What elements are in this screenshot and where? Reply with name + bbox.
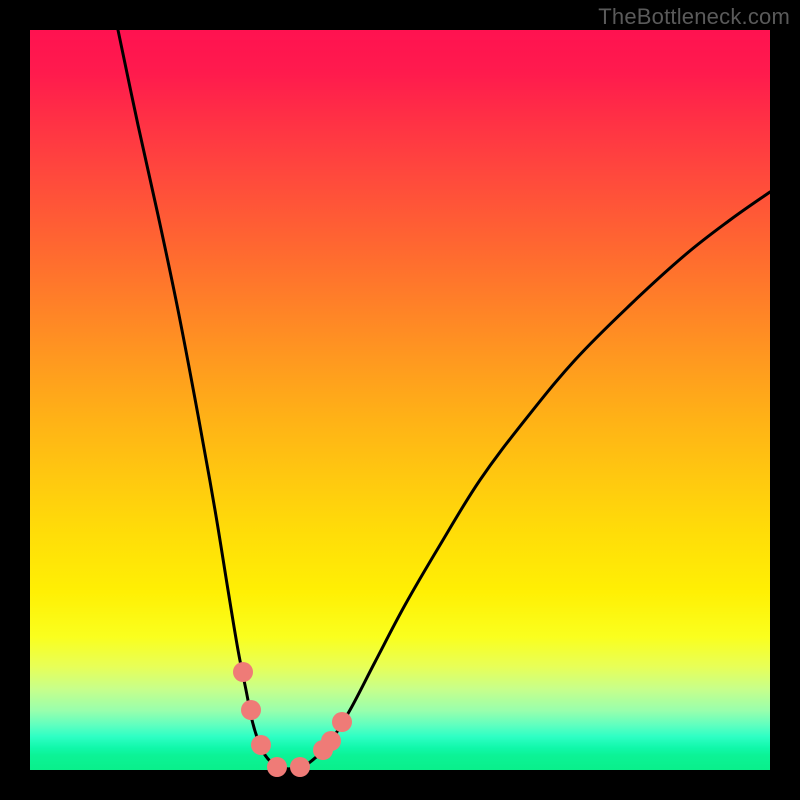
data-marker: [233, 662, 253, 682]
data-marker: [321, 731, 341, 751]
watermark-text: TheBottleneck.com: [598, 4, 790, 30]
plot-area: [30, 30, 770, 770]
data-marker: [241, 700, 261, 720]
data-markers: [233, 662, 352, 777]
data-marker: [332, 712, 352, 732]
curve-right-branch: [288, 192, 770, 769]
data-marker: [267, 757, 287, 777]
data-marker: [290, 757, 310, 777]
curve-overlay: [30, 30, 770, 770]
curve-left-branch: [118, 30, 288, 769]
data-marker: [251, 735, 271, 755]
